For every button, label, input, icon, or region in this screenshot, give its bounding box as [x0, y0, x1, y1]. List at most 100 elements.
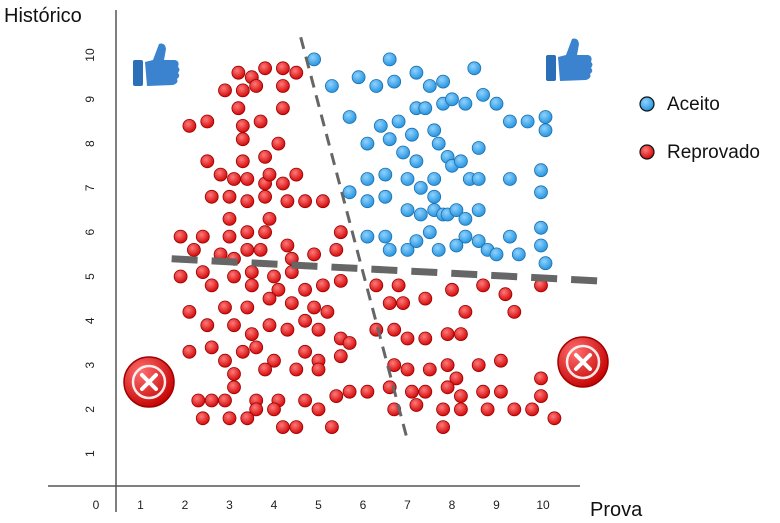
point-reprovado [298, 194, 313, 209]
point-reprovado [200, 114, 215, 129]
point-reprovado [262, 318, 277, 333]
point-reprovado [404, 384, 419, 399]
point-reprovado [271, 282, 286, 297]
point-reprovado [240, 194, 255, 209]
legend-item-aceito: Aceito [639, 94, 720, 115]
point-aceito [458, 96, 473, 111]
point-aceito [422, 225, 437, 240]
diagonal-boundary-line [299, 36, 409, 441]
point-aceito [422, 79, 437, 93]
point-aceito [400, 242, 415, 257]
point-reprovado [409, 398, 424, 412]
point-reprovado [275, 176, 290, 191]
point-aceito [458, 229, 473, 244]
point-reprovado [275, 61, 290, 76]
y-tick-label: 1 [83, 450, 97, 457]
point-reprovado [311, 402, 326, 417]
point-reprovado [369, 278, 384, 293]
point-aceito [382, 242, 397, 257]
point-aceito [489, 247, 504, 262]
point-reprovado [493, 353, 508, 368]
legend-label-reprovado: Reprovado [667, 142, 760, 163]
point-aceito [511, 247, 526, 262]
point-reprovado [244, 265, 259, 280]
point-reprovado [218, 300, 232, 315]
point-reprovado [307, 300, 322, 315]
point-reprovado [235, 344, 250, 359]
point-reprovado [235, 154, 250, 169]
point-aceito [378, 189, 393, 204]
point-reprovado [289, 65, 304, 80]
point-reprovado [200, 318, 215, 333]
y-tick-label: 4 [83, 317, 97, 324]
point-reprovado [262, 211, 277, 226]
x-tick-label: 3 [226, 498, 233, 512]
point-reprovado [387, 322, 402, 337]
point-aceito [409, 65, 424, 80]
point-reprovado [173, 229, 188, 244]
point-reprovado [191, 393, 206, 408]
point-aceito [445, 92, 459, 107]
decision-boundaries [171, 36, 600, 441]
point-reprovado [275, 101, 290, 116]
point-aceito [502, 114, 517, 129]
y-tick-label: 9 [83, 96, 97, 103]
point-reprovado [476, 278, 491, 293]
point-reprovado [507, 304, 522, 319]
point-reprovado [244, 278, 259, 293]
point-reprovado [173, 269, 188, 284]
point-aceito [471, 141, 486, 155]
point-reprovado [298, 282, 313, 297]
point-aceito [400, 172, 415, 186]
point-aceito [520, 114, 535, 129]
point-reprovado [258, 189, 273, 204]
point-reprovado [453, 389, 468, 404]
legend: Aceito Reprovado [639, 94, 760, 163]
point-aceito [538, 256, 553, 271]
point-aceito [391, 114, 406, 129]
point-reprovado [249, 79, 264, 93]
point-reprovado [222, 411, 237, 426]
point-reprovado [253, 114, 268, 129]
point-aceito [373, 119, 388, 133]
point-reprovado [213, 167, 228, 182]
point-reprovado [204, 340, 219, 355]
point-reprovado [298, 393, 313, 408]
x-tick-label: 0 [93, 498, 100, 512]
point-reprovado [249, 402, 264, 417]
horizontal-boundary-line [171, 255, 600, 285]
y-tick-label: 6 [83, 229, 97, 236]
point-reprovado [275, 420, 290, 435]
point-reprovado [493, 384, 508, 399]
point-reprovado [418, 384, 433, 399]
point-aceito [413, 207, 428, 222]
point-reprovado [315, 278, 330, 293]
point-aceito [418, 101, 433, 116]
point-aceito [436, 74, 451, 89]
point-reprovado [418, 331, 433, 346]
point-aceito [404, 127, 419, 142]
point-reprovado [324, 420, 339, 435]
point-reprovado [182, 119, 197, 133]
point-reprovado [342, 384, 357, 399]
point-aceito [360, 194, 375, 209]
legend-item-reprovado: Reprovado [639, 142, 760, 163]
point-reprovado [311, 322, 326, 337]
point-reprovado [329, 389, 344, 404]
point-reprovado [436, 420, 451, 435]
point-reprovado [298, 313, 313, 328]
point-reprovado [498, 287, 513, 302]
point-reprovado [195, 411, 210, 426]
point-reprovado [458, 304, 473, 319]
point-aceito [342, 110, 357, 124]
point-reprovado [218, 353, 232, 368]
point-reprovado [240, 411, 255, 426]
point-aceito [360, 229, 375, 244]
point-aceito [453, 154, 468, 169]
point-reprovado [396, 296, 411, 311]
point-aceito [449, 203, 464, 218]
point-reprovado [227, 380, 241, 395]
thumbs-up-icon [546, 38, 593, 81]
reject-x-icon [557, 336, 609, 388]
